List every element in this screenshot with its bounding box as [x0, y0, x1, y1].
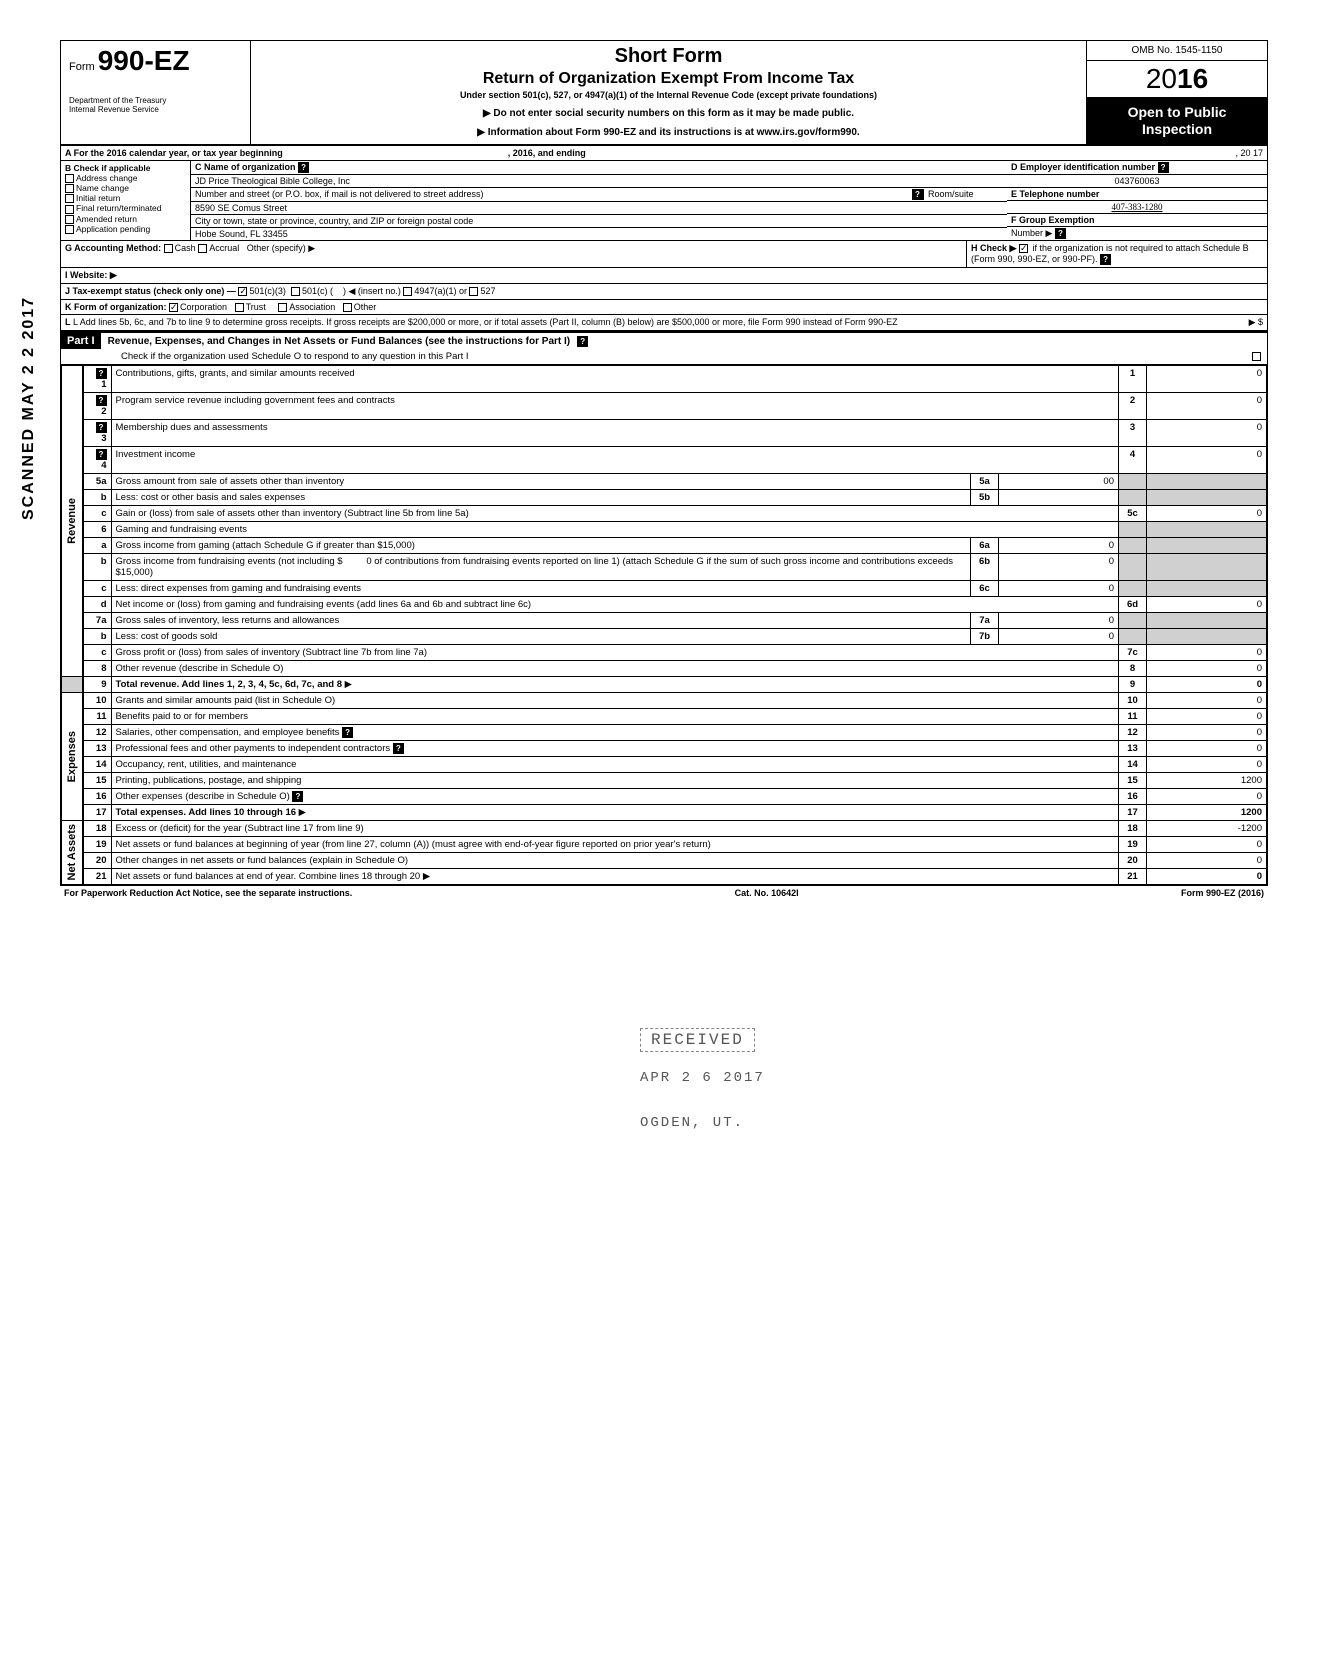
scan-watermark: SCANNED MAY 2 2 2017 — [20, 296, 38, 520]
section-DEF: D Employer identification number ? 04376… — [1007, 161, 1267, 240]
chk-527[interactable] — [469, 287, 478, 296]
netassets-label: Net Assets — [62, 820, 84, 884]
title-under: Under section 501(c), 527, or 4947(a)(1)… — [259, 90, 1078, 100]
revenue-label: Revenue — [62, 365, 84, 676]
dept-irs: Internal Revenue Service — [69, 106, 242, 115]
title-main: Short Form — [259, 45, 1078, 68]
help-icon: ? — [1100, 254, 1111, 265]
expenses-label: Expenses — [62, 692, 84, 820]
section-GH: G Accounting Method: Cash Accrual Other … — [61, 241, 1267, 268]
title-arrow2: ▶ Information about Form 990-EZ and its … — [259, 127, 1078, 138]
chk-H[interactable] — [1019, 244, 1028, 253]
part1-label: Part I — [61, 333, 101, 349]
identity-block: B Check if applicable Address change Nam… — [61, 161, 1267, 241]
chk-501c[interactable] — [291, 287, 300, 296]
footer: For Paperwork Reduction Act Notice, see … — [60, 886, 1268, 900]
chk-corp[interactable] — [169, 303, 178, 312]
header-right: OMB No. 1545-1150 2016 Open to PublicIns… — [1087, 41, 1267, 144]
form-990ez: Form 990-EZ Department of the Treasury I… — [60, 40, 1268, 886]
ein: 043760063 — [1007, 175, 1267, 188]
footer-right: Form 990-EZ (2016) — [1181, 888, 1264, 898]
part1-header: Part I Revenue, Expenses, and Changes in… — [61, 331, 1267, 365]
chk-other[interactable] — [343, 303, 352, 312]
chk-name-change[interactable] — [65, 184, 74, 193]
stamp-place: OGDEN, UT. — [640, 1115, 744, 1131]
chk-address-change[interactable] — [65, 174, 74, 183]
chk-trust[interactable] — [235, 303, 244, 312]
chk-schedO[interactable] — [1252, 352, 1261, 361]
title-arrow1: ▶ Do not enter social security numbers o… — [259, 108, 1078, 119]
section-B: B Check if applicable Address change Nam… — [61, 161, 191, 240]
help-icon: ? — [912, 189, 923, 200]
chk-initial-return[interactable] — [65, 194, 74, 203]
B-title: B Check if applicable — [65, 163, 186, 173]
E-label: E Telephone number — [1007, 188, 1267, 201]
title-box: Short Form Return of Organization Exempt… — [251, 41, 1087, 144]
chk-4947[interactable] — [403, 287, 412, 296]
help-icon: ? — [1055, 228, 1066, 239]
title-sub: Return of Organization Exempt From Incom… — [259, 70, 1078, 88]
help-icon: ? — [577, 336, 588, 347]
form-number-box: Form 990-EZ Department of the Treasury I… — [61, 41, 251, 144]
city-state-zip: Hobe Sound, FL 33455 — [191, 228, 1007, 240]
F-label: F Group Exemption — [1007, 214, 1267, 227]
stamp-received: RECEIVED — [640, 1028, 755, 1052]
help-icon: ? — [1158, 162, 1169, 173]
chk-accrual[interactable] — [198, 244, 207, 253]
chk-amended[interactable] — [65, 215, 74, 224]
form-label: Form — [69, 61, 95, 73]
form-header: Form 990-EZ Department of the Treasury I… — [61, 41, 1267, 146]
phone: 407-383-1280 — [1007, 201, 1267, 214]
stamp-date: APR 2 6 2017 — [640, 1070, 765, 1086]
footer-mid: Cat. No. 10642I — [735, 888, 799, 898]
help-icon: ? — [298, 162, 309, 173]
footer-left: For Paperwork Reduction Act Notice, see … — [64, 888, 352, 898]
chk-501c3[interactable] — [238, 287, 247, 296]
part1-title: Revenue, Expenses, and Changes in Net As… — [104, 334, 575, 349]
open-public: Open to PublicInspection — [1087, 98, 1267, 144]
omb-number: OMB No. 1545-1150 — [1087, 41, 1267, 61]
chk-final-return[interactable] — [65, 205, 74, 214]
city-label: City or town, state or province, country… — [191, 215, 1007, 228]
section-A: A For the 2016 calendar year, or tax yea… — [61, 146, 1267, 161]
chk-assoc[interactable] — [278, 303, 287, 312]
chk-app-pending[interactable] — [65, 225, 74, 234]
section-C: C Name of organization ? JD Price Theolo… — [191, 161, 1007, 240]
form-number: 990-EZ — [98, 45, 190, 76]
tax-year: 2016 — [1087, 61, 1267, 98]
org-name: JD Price Theological Bible College, Inc — [191, 175, 1007, 188]
street-address: 8590 SE Comus Street — [191, 202, 1007, 215]
chk-cash[interactable] — [164, 244, 173, 253]
lines-table: Revenue ? 1 Contributions, gifts, grants… — [61, 365, 1267, 885]
